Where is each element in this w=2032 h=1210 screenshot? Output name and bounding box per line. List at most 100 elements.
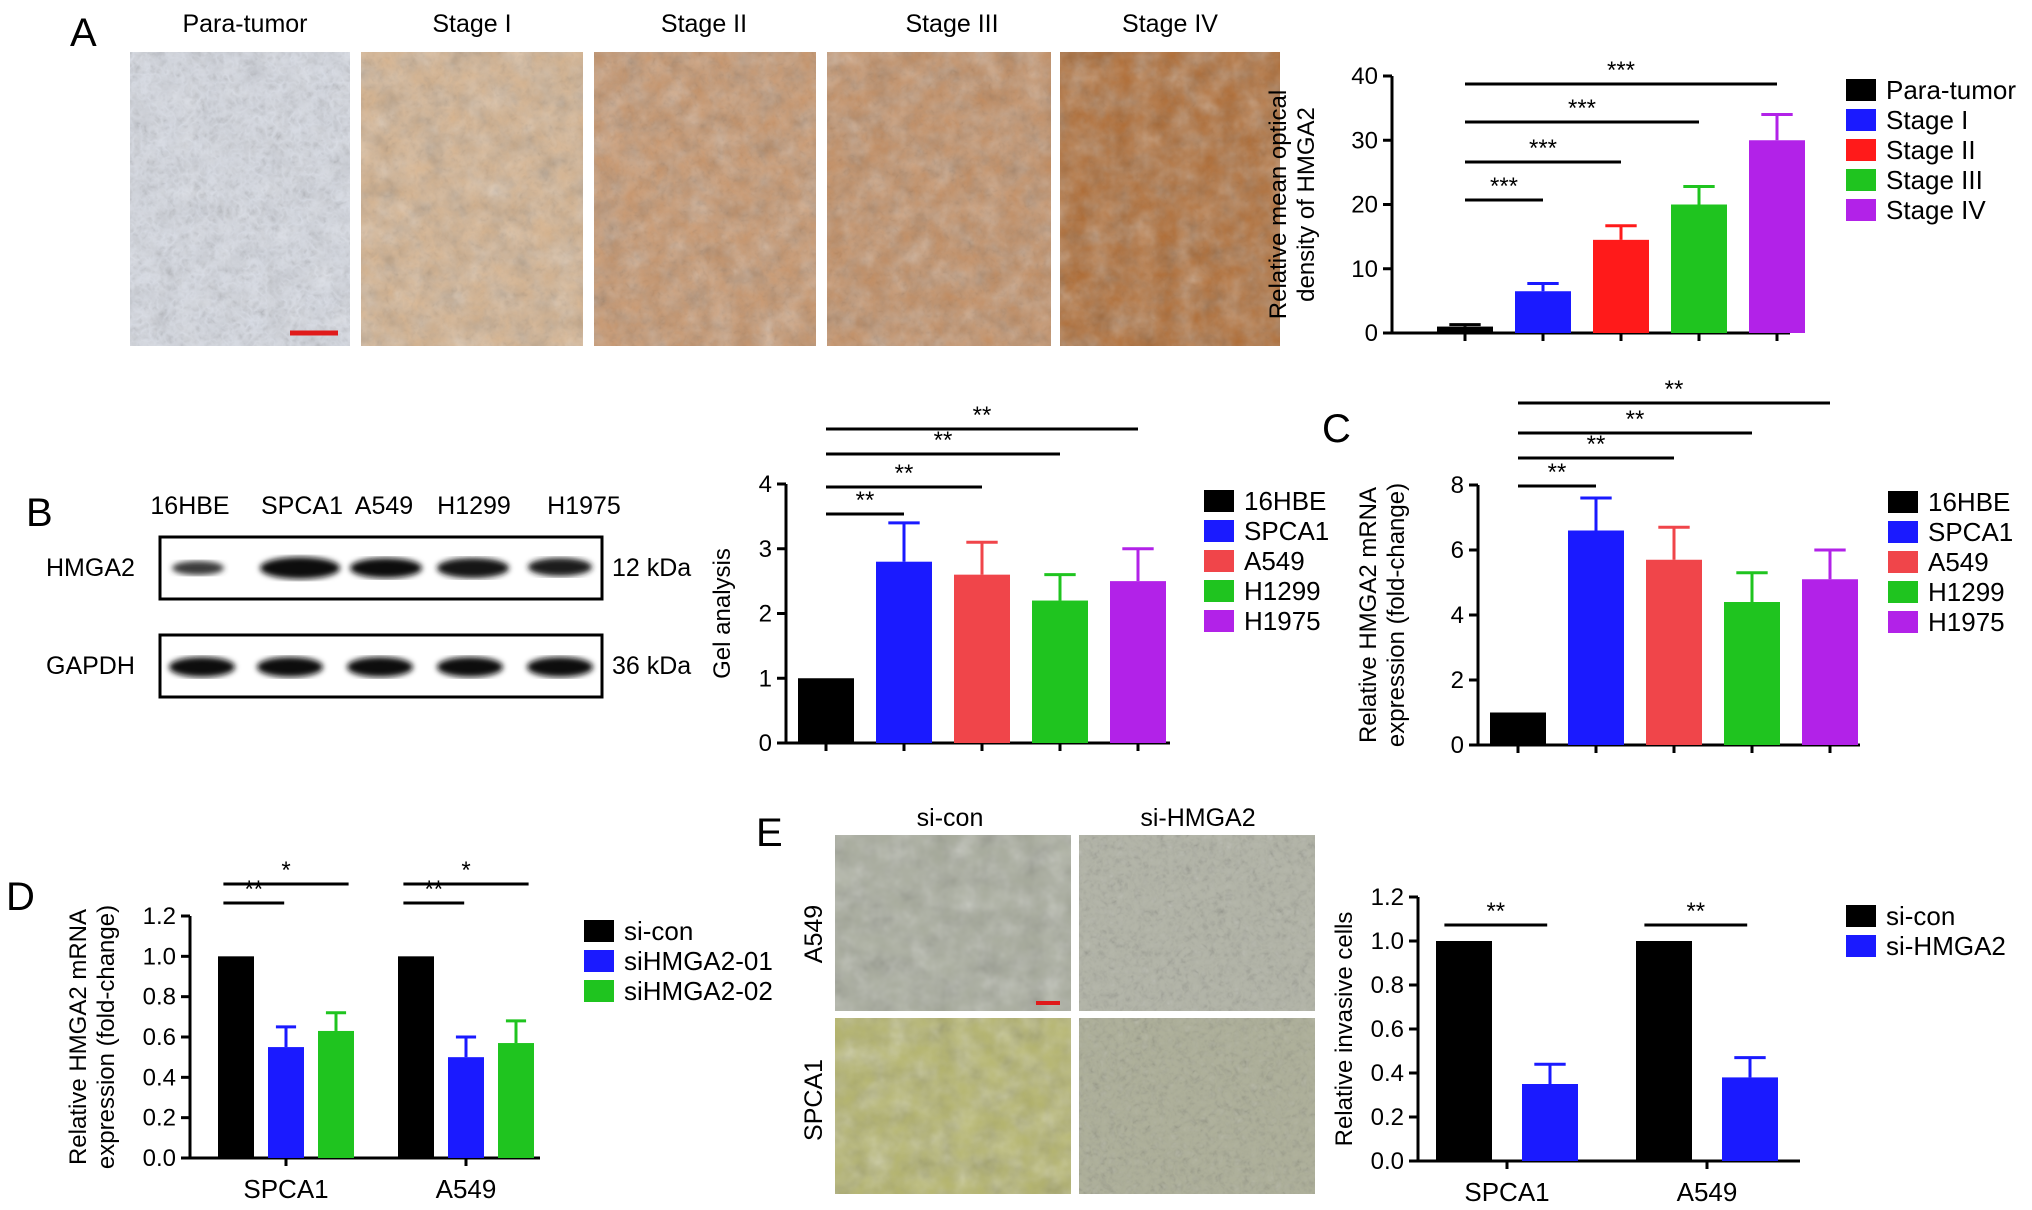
legend-label: 16HBE	[1244, 486, 1326, 516]
bar	[1436, 941, 1492, 1161]
significance-label: ***	[1607, 57, 1635, 84]
ihc-image-stage-ii	[594, 52, 816, 346]
panel-a: A Para-tumor Stage I Stage II Stage III …	[70, 10, 1280, 346]
bar	[1490, 712, 1546, 745]
significance-label: **	[973, 402, 992, 429]
ihc-label-stage-iv: Stage IV	[1122, 10, 1218, 38]
legend-swatch	[1888, 581, 1918, 603]
legend-swatch	[584, 920, 614, 942]
ihc-image-stage-iv	[1060, 52, 1280, 346]
legend-label: A549	[1928, 547, 1989, 577]
significance-label: *	[461, 857, 470, 884]
bar	[1802, 579, 1858, 745]
bar	[1437, 326, 1493, 333]
legend-label: siHMGA2-02	[624, 976, 773, 1006]
y-tick-label: 1.2	[1371, 884, 1404, 911]
panel-e-letter: E	[756, 811, 783, 855]
band-size-hmga2: 12 kDa	[612, 554, 691, 582]
panel-b-letter: B	[26, 491, 53, 535]
y-tick-label: 0	[1365, 320, 1378, 347]
panel-d-letter: D	[6, 875, 35, 919]
panel-a-letter: A	[70, 11, 97, 55]
significance-label: **	[895, 460, 914, 487]
y-tick-label: 10	[1351, 256, 1378, 283]
legend-swatch	[1888, 551, 1918, 573]
band-size-gapdh: 36 kDa	[612, 652, 691, 680]
y-tick-label: 20	[1351, 192, 1378, 219]
x-tick-label: SPCA1	[243, 1174, 328, 1204]
y-tick-label: 30	[1351, 127, 1378, 154]
y-tick-label: 0.4	[143, 1064, 176, 1091]
bar	[798, 678, 854, 743]
legend-swatch	[1204, 490, 1234, 512]
transwell-col-label-si-hmga2: si-HMGA2	[1140, 804, 1255, 832]
significance-label: **	[424, 876, 443, 903]
lane-label-h1975: H1975	[547, 492, 621, 520]
transwell-image-spca1-si-hmga2	[1079, 1018, 1315, 1194]
chart-c: 0 2 4 6 8 Relative HMGA2 mRNA expression (fold…	[1355, 376, 2013, 759]
y-tick-label: 0.8	[143, 984, 176, 1011]
y-tick-label: 8	[1451, 472, 1464, 499]
bar	[448, 1057, 484, 1158]
y-tick-label: 0.4	[1371, 1060, 1404, 1087]
bar	[398, 956, 434, 1158]
y-tick-label: 0.0	[143, 1145, 176, 1172]
y-axis-label: density of HMGA2	[1293, 107, 1320, 302]
bar	[1724, 602, 1780, 745]
blot-gapdh: GAPDH 36 kDa	[46, 633, 691, 699]
legend-label: si-con	[1886, 901, 1955, 931]
legend-swatch	[1846, 109, 1876, 131]
legend-swatch	[1204, 520, 1234, 542]
bar	[876, 561, 932, 743]
y-axis-label: expression (fold-change)	[93, 905, 120, 1169]
lane-label-a549: A549	[355, 492, 413, 520]
ihc-image-stage-iii	[827, 52, 1051, 346]
transwell-row-label-a549: A549	[800, 905, 828, 963]
legend-swatch	[1846, 935, 1876, 957]
legend-label: A549	[1244, 546, 1305, 576]
legend-label: Para-tumor	[1886, 75, 2016, 105]
y-tick-label: 1.0	[1371, 928, 1404, 955]
lane-label-16hbe: 16HBE	[150, 492, 229, 520]
bar	[954, 574, 1010, 743]
y-tick-label: 0	[759, 730, 772, 757]
ihc-label-stage-iii: Stage III	[905, 10, 998, 38]
y-axis-label: Relative mean optical	[1265, 90, 1292, 319]
x-tick-label: A549	[436, 1174, 497, 1204]
chart-e: 0.0 0.2 0.4 0.6 0.8 1.0 1.2 Relative invasive c…	[1331, 884, 2006, 1207]
legend-label: siHMGA2-01	[624, 946, 773, 976]
legend-label: Stage I	[1886, 105, 1968, 135]
legend-swatch	[1846, 79, 1876, 101]
y-tick-label: 1.2	[143, 903, 176, 930]
legend-label: Stage IV	[1886, 195, 1986, 225]
transwell-image-a549-si-con	[835, 835, 1071, 1011]
bar	[1749, 140, 1805, 333]
significance-label: *	[281, 857, 290, 884]
legend-swatch	[1846, 905, 1876, 927]
legend-label: SPCA1	[1244, 516, 1329, 546]
y-tick-label: 1.0	[143, 943, 176, 970]
ihc-label-stage-i: Stage I	[432, 10, 511, 38]
ihc-label-stage-ii: Stage II	[661, 10, 747, 38]
legend-swatch	[1204, 550, 1234, 572]
legend-label: Stage II	[1886, 135, 1976, 165]
y-axis-label: Relative HMGA2 mRNA	[65, 909, 92, 1165]
lane-label-h1299: H1299	[437, 492, 511, 520]
ihc-image-stage-i	[361, 52, 583, 346]
bar	[1568, 530, 1624, 745]
y-tick-label: 2	[1451, 667, 1464, 694]
ihc-image-labels: Para-tumor Stage I Stage II Stage III St…	[182, 10, 1218, 38]
legend-label: SPCA1	[1928, 517, 2013, 547]
transwell-image-spca1-si-con	[835, 1018, 1071, 1194]
y-axis-label: Gel analysis	[709, 548, 736, 679]
panel-c-letter: C	[1322, 407, 1351, 451]
significance-label: ***	[1529, 135, 1557, 162]
legend-label: H1299	[1244, 576, 1321, 606]
y-tick-label: 6	[1451, 537, 1464, 564]
legend-swatch	[1204, 610, 1234, 632]
bar	[1646, 559, 1702, 745]
legend-swatch	[1846, 139, 1876, 161]
y-tick-label: 0	[1451, 732, 1464, 759]
ihc-image-para-tumor	[130, 52, 350, 346]
